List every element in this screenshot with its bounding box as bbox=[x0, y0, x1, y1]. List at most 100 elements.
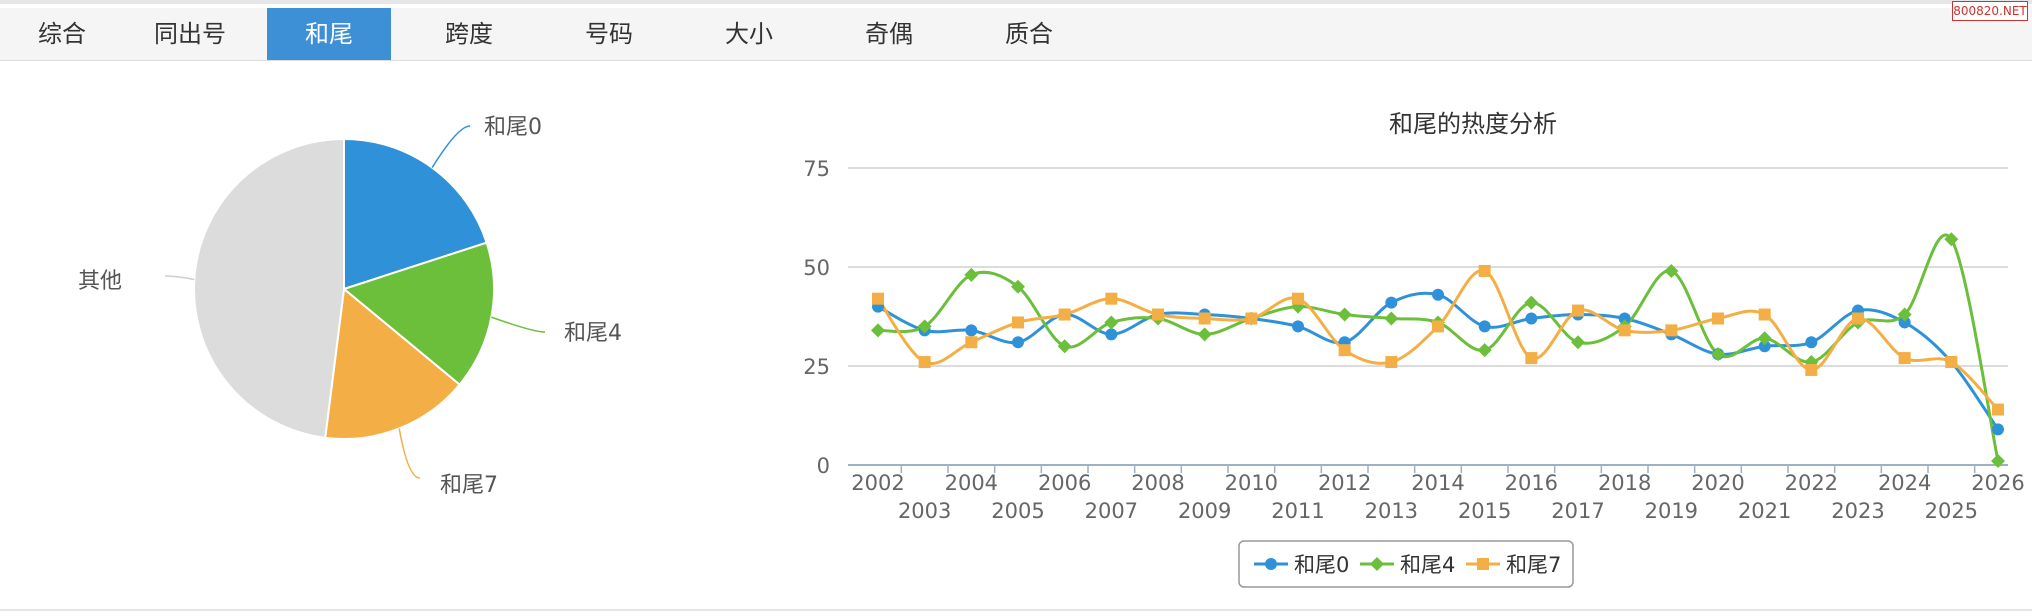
data-point[interactable] bbox=[1245, 312, 1258, 325]
top-divider bbox=[0, 0, 2032, 4]
data-point[interactable] bbox=[1898, 316, 1911, 329]
pie-slice[interactable] bbox=[341, 241, 495, 387]
y-tick-label: 25 bbox=[803, 355, 830, 379]
data-point[interactable] bbox=[1432, 288, 1444, 301]
data-point[interactable] bbox=[1711, 347, 1725, 362]
data-point[interactable] bbox=[1105, 328, 1118, 341]
data-point[interactable] bbox=[1665, 324, 1678, 337]
line-chart: 和尾的热度分析 0 25 50 75 2002 2003 2004 2005 2006 2007 2… bbox=[803, 110, 2025, 588]
data-point[interactable] bbox=[1292, 292, 1304, 305]
x-tick-label: 2013 bbox=[1365, 499, 1418, 523]
data-point[interactable] bbox=[1525, 352, 1538, 365]
legend-item[interactable]: 和尾7 bbox=[1506, 553, 1561, 577]
data-point[interactable] bbox=[965, 324, 978, 337]
data-point[interactable] bbox=[1991, 454, 2005, 469]
x-tick-label: 2024 bbox=[1878, 471, 1931, 495]
data-point[interactable] bbox=[1058, 308, 1071, 321]
x-tick-label: 2010 bbox=[1225, 471, 1278, 495]
legend-marker bbox=[1477, 558, 1489, 570]
pie-connector bbox=[164, 275, 195, 281]
tab-bar: 综合 同出号 和尾 跨度 号码 大小 奇偶 质合 bbox=[0, 8, 2032, 61]
data-point[interactable] bbox=[1571, 335, 1585, 350]
data-point[interactable] bbox=[1385, 356, 1398, 369]
tab-overall[interactable]: 综合 bbox=[38, 20, 86, 48]
tab-big-small[interactable]: 大小 bbox=[725, 20, 773, 48]
data-point[interactable] bbox=[1992, 403, 2004, 416]
data-point[interactable] bbox=[1758, 308, 1771, 321]
series-line bbox=[877, 233, 2000, 462]
data-point[interactable] bbox=[1105, 292, 1118, 305]
data-point[interactable] bbox=[1385, 296, 1398, 309]
tab-prime-composite[interactable]: 质合 bbox=[1005, 20, 1053, 48]
data-point[interactable] bbox=[965, 336, 978, 349]
data-point[interactable] bbox=[1432, 320, 1444, 333]
data-point[interactable] bbox=[1664, 263, 1679, 278]
legend-box bbox=[1238, 540, 1574, 588]
data-point[interactable] bbox=[1478, 264, 1491, 277]
pie-connector bbox=[398, 428, 421, 479]
data-point[interactable] bbox=[1338, 344, 1351, 357]
data-point[interactable] bbox=[1897, 307, 1912, 322]
data-point[interactable] bbox=[1104, 315, 1119, 330]
chart-title: 和尾的热度分析 bbox=[1389, 110, 1557, 138]
data-point[interactable] bbox=[918, 356, 931, 369]
x-tick-label: 2007 bbox=[1085, 499, 1138, 523]
data-point[interactable] bbox=[1805, 363, 1818, 376]
x-tick-label: 2003 bbox=[898, 499, 951, 523]
pie-label: 其他 bbox=[78, 269, 122, 294]
data-point[interactable] bbox=[1992, 423, 2004, 436]
data-point[interactable] bbox=[872, 292, 884, 305]
data-point[interactable] bbox=[1384, 311, 1399, 326]
site-watermark: 800820.NET bbox=[1952, 1, 2028, 21]
x-tick-label: 2023 bbox=[1831, 499, 1884, 523]
data-point[interactable] bbox=[1152, 308, 1164, 321]
data-point[interactable] bbox=[1477, 343, 1492, 358]
data-point[interactable] bbox=[1618, 312, 1631, 325]
x-tick-label: 2018 bbox=[1598, 471, 1651, 495]
pie-label: 和尾4 bbox=[564, 321, 622, 346]
tab-repeat-numbers[interactable]: 同出号 bbox=[154, 20, 226, 48]
data-point[interactable] bbox=[1011, 279, 1025, 294]
series-line bbox=[877, 291, 2000, 431]
data-point[interactable] bbox=[1337, 307, 1352, 322]
data-point[interactable] bbox=[1805, 336, 1818, 349]
data-point[interactable] bbox=[1478, 320, 1491, 333]
data-point[interactable] bbox=[1758, 340, 1771, 353]
data-point[interactable] bbox=[1524, 295, 1539, 310]
pie-label: 和尾7 bbox=[440, 473, 498, 498]
tab-odd-even[interactable]: 奇偶 bbox=[865, 20, 913, 48]
data-point[interactable] bbox=[1057, 339, 1072, 354]
tab-span[interactable]: 跨度 bbox=[445, 20, 493, 48]
x-tick-label: 2026 bbox=[1971, 471, 2024, 495]
data-point[interactable] bbox=[1757, 331, 1772, 346]
data-point[interactable] bbox=[1572, 304, 1584, 317]
pie-slice[interactable] bbox=[343, 137, 488, 291]
data-point[interactable] bbox=[1944, 232, 1959, 247]
data-point[interactable] bbox=[1012, 316, 1024, 329]
pie-slice[interactable] bbox=[193, 137, 345, 439]
data-point[interactable] bbox=[1012, 336, 1024, 349]
data-point[interactable] bbox=[1712, 312, 1724, 325]
data-point[interactable] bbox=[917, 319, 932, 334]
data-point[interactable] bbox=[964, 267, 979, 282]
tab-sum-tail[interactable]: 和尾 bbox=[267, 8, 391, 60]
data-point[interactable] bbox=[1898, 352, 1911, 365]
data-point[interactable] bbox=[1945, 356, 1958, 369]
legend-item[interactable]: 和尾0 bbox=[1294, 553, 1349, 577]
x-tick-label: 2015 bbox=[1458, 499, 1511, 523]
tab-number[interactable]: 号码 bbox=[585, 20, 633, 48]
pie-slice[interactable] bbox=[324, 287, 461, 440]
data-point[interactable] bbox=[1197, 327, 1212, 342]
data-point[interactable] bbox=[1852, 312, 1864, 325]
data-point[interactable] bbox=[1618, 324, 1631, 337]
x-tick-label: 2006 bbox=[1038, 471, 1091, 495]
data-point[interactable] bbox=[1198, 312, 1211, 325]
x-tick-label: 2017 bbox=[1551, 499, 1604, 523]
data-point[interactable] bbox=[1525, 312, 1538, 325]
legend-item[interactable]: 和尾4 bbox=[1400, 553, 1455, 577]
legend-marker bbox=[1370, 557, 1384, 571]
data-point[interactable] bbox=[1292, 320, 1304, 333]
x-tick-label: 2019 bbox=[1645, 499, 1698, 523]
data-point[interactable] bbox=[871, 323, 885, 338]
x-tick-label: 2014 bbox=[1411, 471, 1464, 495]
